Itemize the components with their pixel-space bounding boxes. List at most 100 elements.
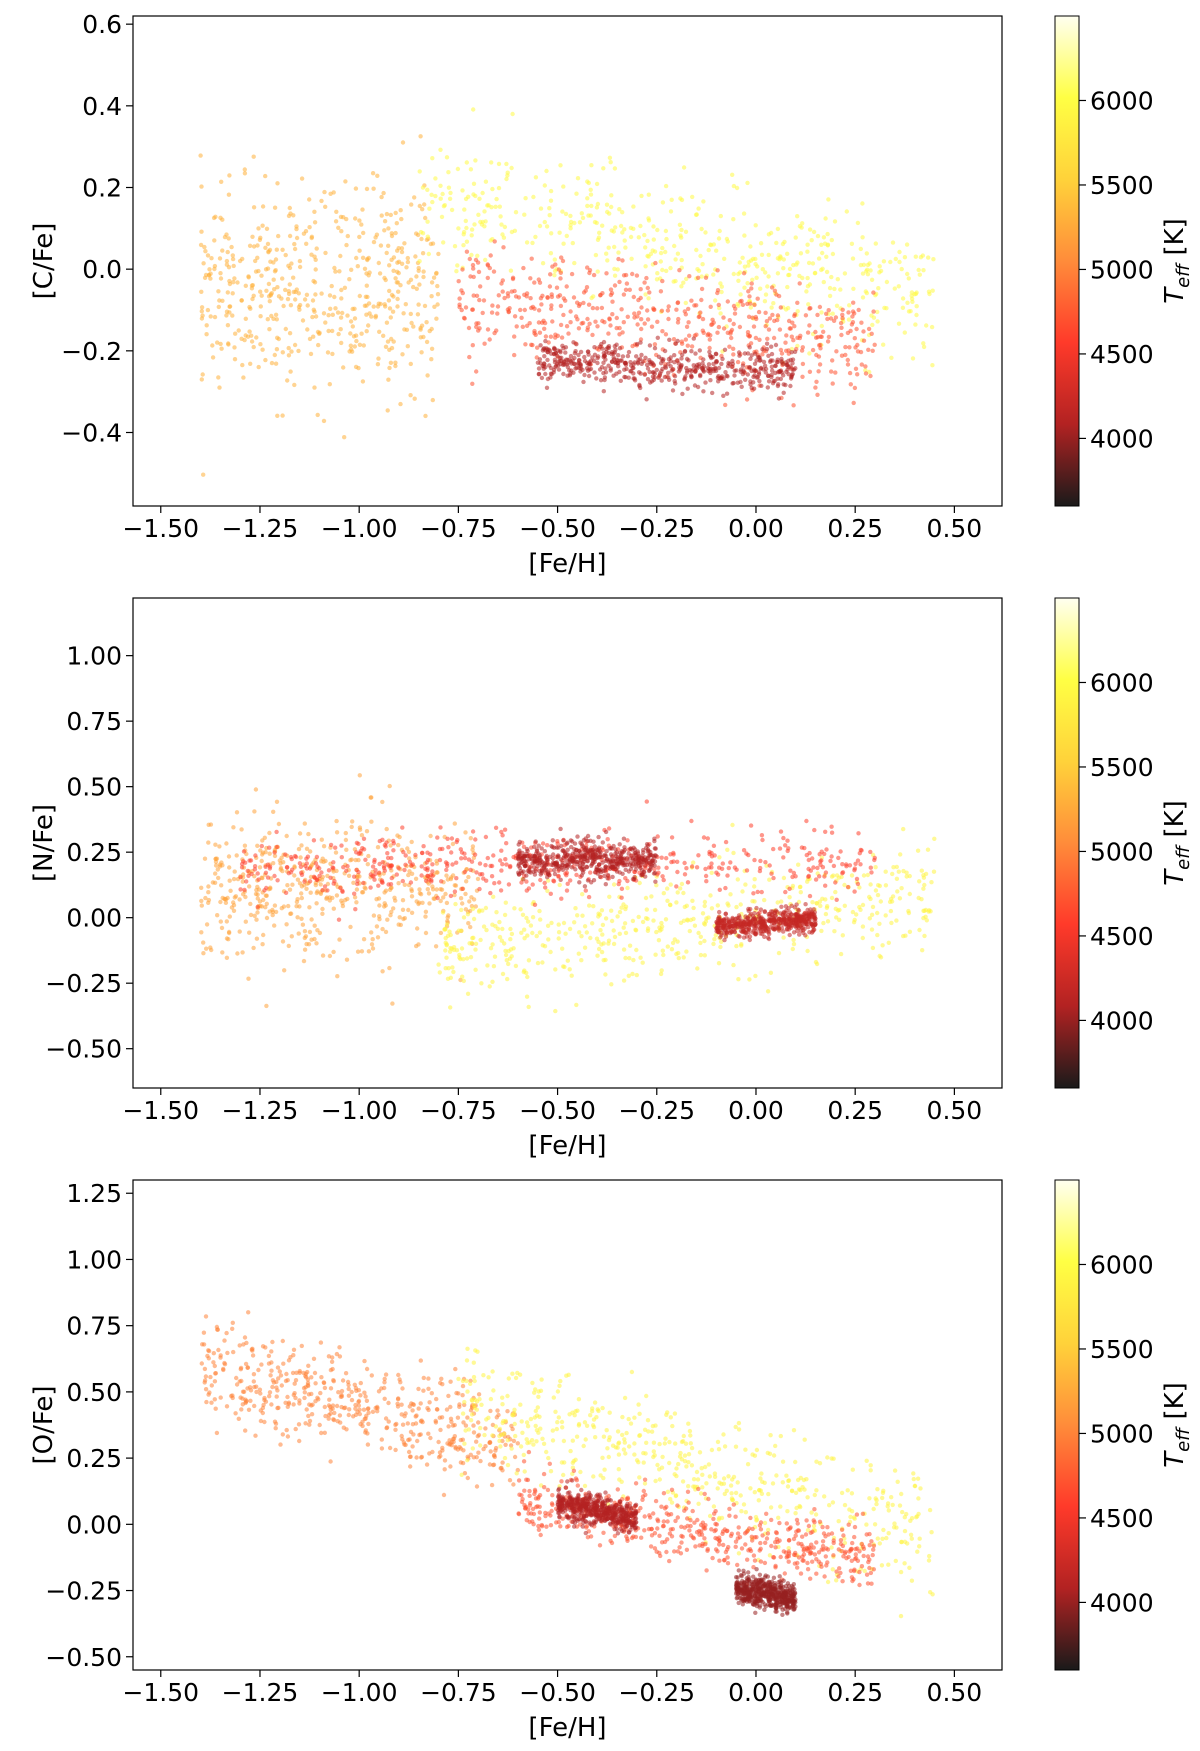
scatter-point [382,219,388,224]
scatter-point [488,946,494,951]
scatter-point [534,847,540,852]
scatter-point [435,870,440,875]
scatter-point [320,874,325,880]
scatter-point [270,912,275,918]
scatter-point [623,287,629,292]
scatter-point [621,861,627,866]
colorbar-gradient [1054,597,1080,1089]
scatter-point [869,912,875,917]
scatter-point [556,367,562,372]
scatter-point [596,834,601,840]
scatter-point [642,232,647,238]
scatter-point [878,268,884,274]
scatter-point [652,907,658,913]
scatter-point [678,233,683,238]
scatter-point [674,307,679,312]
scatter-point [357,248,362,253]
scatter-point [542,880,547,886]
scatter-point [459,856,464,861]
scatter-point [325,873,330,879]
scatter-point [812,910,817,915]
scatter-point [328,191,333,196]
scatter-point [690,194,695,200]
scatter-point [822,874,827,879]
scatter-point [612,266,617,272]
scatter-point [838,320,844,326]
scatter-point [652,846,658,851]
scatter-point [471,935,476,940]
scatter-point [850,320,856,325]
scatter-point [924,918,929,923]
scatter-point [202,1366,208,1372]
scatter-point [638,955,643,960]
scatter-point [844,209,849,214]
scatter-point [450,965,455,970]
scatter-point [225,249,230,255]
scatter-point [489,205,494,210]
scatter-point [395,304,400,309]
scatter-point [198,242,204,248]
scatter-point [284,833,289,839]
scatter-point [452,883,457,888]
scatter-point [775,226,781,232]
scatter-point [366,301,372,306]
scatter-point [858,862,863,867]
plot-frame [132,597,1003,1089]
scatter-point [317,330,322,335]
scatter-point [419,864,424,869]
scatter-cloud [515,826,659,889]
scatter-point [901,868,906,874]
scatter-point [277,1369,282,1374]
scatter-point [756,309,762,315]
scatter-point [612,273,618,278]
scatter-point [769,372,774,378]
scatter-point [820,250,825,256]
scatter-point [621,292,627,297]
scatter-point [596,862,602,867]
scatter-point [434,271,439,276]
scatter-point [784,333,789,338]
scatter-point [622,238,627,243]
scatter-point [767,931,772,937]
scatter-point [243,894,248,900]
scatter-point [699,297,704,303]
scatter-point [682,376,687,381]
scatter-point [326,313,331,318]
scatter-point [296,348,301,354]
scatter-point [481,298,487,303]
scatter-point [229,244,234,250]
scatter-point [526,958,532,963]
scatter-point [549,231,554,236]
scatter-point [700,911,706,916]
scatter-point [256,268,261,274]
scatter-point [240,950,245,955]
scatter-point [871,315,877,320]
scatter-point [460,901,465,906]
scatter-point [707,353,713,358]
scatter-point [435,895,440,901]
scatter-point [469,252,474,258]
scatter-point [776,396,782,401]
scatter-point [818,859,823,864]
scatter-point [260,204,266,209]
scatter-point [678,886,683,891]
scatter-point [689,298,694,303]
scatter-point [783,382,788,388]
scatter-point [323,204,328,209]
scatter-point [396,289,401,294]
scatter-point [845,357,850,363]
scatter-point [833,880,838,885]
scatter-point [731,962,736,968]
scatter-point [265,875,271,880]
scatter-point [717,865,722,870]
scatter-point [694,303,699,308]
scatter-point [826,308,831,313]
scatter-point [344,957,350,962]
scatter-point [346,1412,351,1418]
scatter-point [522,292,527,297]
scatter-point [883,869,888,874]
scatter-point [795,928,800,934]
scatter-point [583,888,588,893]
scatter-point [611,941,617,947]
scatter-point [288,870,294,875]
